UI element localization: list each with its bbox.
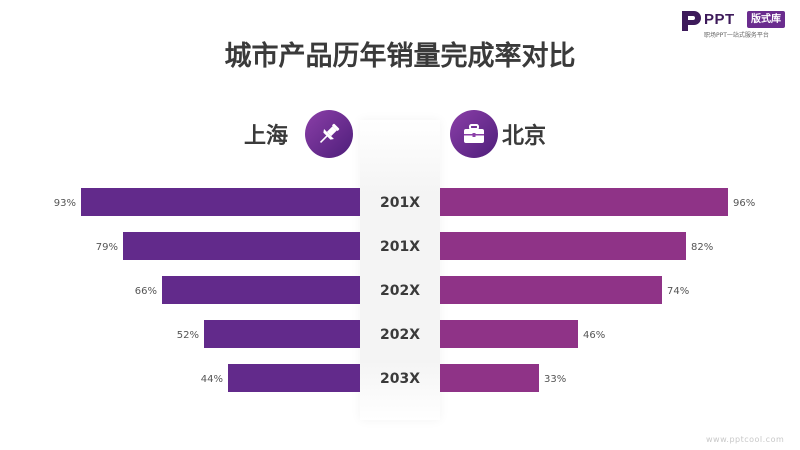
data-label-left: 93% <box>54 198 76 209</box>
bar-right <box>440 364 539 392</box>
category-label: 202X <box>380 283 420 299</box>
data-label-left: 66% <box>135 286 157 297</box>
data-label-right: 33% <box>544 374 566 385</box>
data-label-right: 96% <box>733 198 755 209</box>
category-label: 201X <box>380 239 420 255</box>
category-label: 201X <box>380 195 420 211</box>
data-label-right: 82% <box>691 242 713 253</box>
bar-left <box>123 232 360 260</box>
bar-right <box>440 276 662 304</box>
category-label: 202X <box>380 327 420 343</box>
series-label-left: 上海 <box>244 124 289 149</box>
brand-logo-icon <box>682 11 701 31</box>
center-panel <box>360 120 440 420</box>
data-label-left: 79% <box>96 242 118 253</box>
data-label-right: 46% <box>583 330 605 341</box>
brand-badge: 版式库 <box>747 11 785 28</box>
pushpin-icon <box>305 110 353 158</box>
bar-left <box>204 320 360 348</box>
data-label-left: 52% <box>177 330 199 341</box>
bar-right <box>440 232 686 260</box>
watermark: www.pptcool.com <box>706 435 785 444</box>
brand-logo: PPT 版式库 职场PPT一站式服务平台 <box>680 9 795 39</box>
bar-left <box>228 364 360 392</box>
brand-tagline: 职场PPT一站式服务平台 <box>704 32 769 39</box>
brand-name: PPT <box>704 11 735 28</box>
series-label-right: 北京 <box>502 124 547 149</box>
data-label-right: 74% <box>667 286 689 297</box>
page-title: 城市产品历年销量完成率对比 <box>224 41 576 72</box>
briefcase-icon <box>450 110 498 158</box>
data-label-left: 44% <box>201 374 223 385</box>
category-label: 203X <box>380 371 420 387</box>
bar-right <box>440 188 728 216</box>
bar-left <box>81 188 360 216</box>
bar-left <box>162 276 360 304</box>
bar-right <box>440 320 578 348</box>
